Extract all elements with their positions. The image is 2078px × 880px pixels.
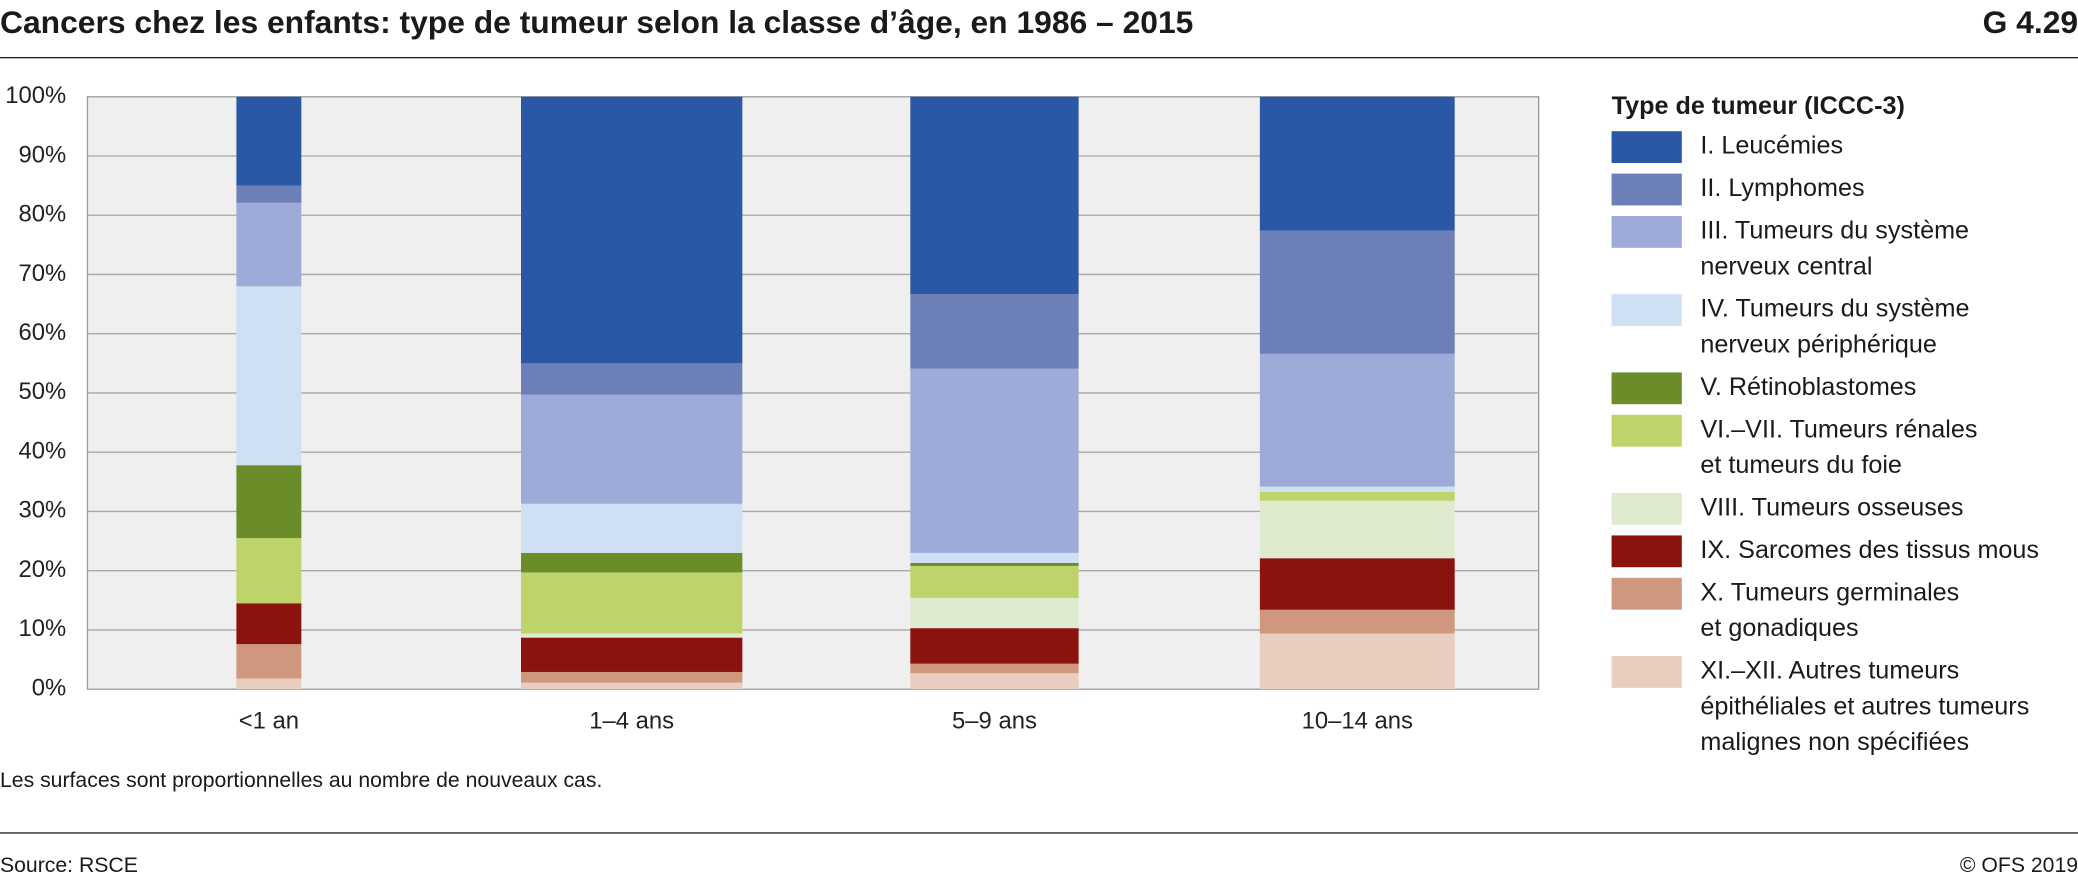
- bar-segment: [910, 565, 1079, 598]
- y-tick-label: 90%: [19, 141, 67, 168]
- bar-segment: [910, 552, 1079, 563]
- copyright: © OFS 2019: [1959, 854, 2078, 878]
- bar-segment: [236, 538, 302, 604]
- y-tick-label: 20%: [19, 556, 67, 583]
- bar-segment: [236, 96, 302, 186]
- bar-segment: [236, 644, 302, 679]
- bar-segment: [521, 637, 743, 672]
- note: Les surfaces sont proportionnelles au no…: [0, 769, 603, 793]
- legend-label: V. Rétinoblastomes: [1700, 373, 1917, 402]
- legend-swatch: [1611, 656, 1682, 688]
- bar-segment: [236, 603, 302, 645]
- legend-swatch: [1611, 414, 1682, 447]
- y-tick-label: 60%: [19, 319, 67, 346]
- legend-label: IV. Tumeurs du système nerveux périphéri…: [1700, 295, 1970, 360]
- y-tick-label: 30%: [19, 497, 67, 524]
- y-tick-label: 80%: [19, 201, 67, 228]
- legend-item: IX. Sarcomes des tissus mous: [1611, 534, 2078, 568]
- legend-swatch: [1611, 173, 1682, 206]
- bar-segment: [521, 394, 743, 504]
- y-tick-label: 100%: [5, 82, 66, 109]
- legend-label: II. Lymphomes: [1700, 174, 1865, 203]
- bar-segment: [236, 185, 302, 203]
- legend-label: VIII. Tumeurs osseuses: [1700, 494, 1964, 523]
- figure-id: G 4.29: [1982, 5, 2078, 42]
- y-tick-label: 0%: [32, 674, 66, 701]
- chart-title: Cancers chez les enfants: type de tumeur…: [0, 5, 1194, 42]
- legend: Type de tumeur (ICCC-3) I. Leucémies II. …: [1611, 92, 2078, 769]
- bar-segment: [521, 363, 743, 395]
- bar-segment: [521, 503, 743, 553]
- y-tick-label: 10%: [19, 615, 67, 642]
- legend-label: XI.–XII. Autres tumeurs épithéliales et …: [1700, 657, 2030, 757]
- x-tick-label: <1 an: [239, 708, 299, 735]
- legend-swatch: [1611, 535, 1682, 568]
- legend-label: IX. Sarcomes des tissus mous: [1700, 536, 2040, 565]
- bar-segment: [910, 597, 1079, 629]
- legend-swatch: [1611, 372, 1682, 405]
- bar-segment: [910, 628, 1079, 664]
- bar-segment: [910, 663, 1079, 674]
- legend-item: II. Lymphomes: [1611, 172, 2078, 206]
- bar-segment: [1259, 491, 1455, 501]
- legend-item: III. Tumeurs du système nerveux central: [1611, 215, 2078, 285]
- bar-segment: [521, 552, 743, 573]
- legend-swatch: [1611, 216, 1682, 248]
- bar-segment: [236, 465, 302, 539]
- legend-item: IV. Tumeurs du système nerveux périphéri…: [1611, 293, 2078, 363]
- legend-title: Type de tumeur (ICCC-3): [1611, 92, 1905, 121]
- bar-segment: [521, 96, 743, 364]
- bar-segment: [236, 286, 302, 466]
- bar-segment: [1259, 96, 1455, 231]
- legend-item: I. Leucémies: [1611, 130, 2078, 164]
- bar-segment: [1259, 609, 1455, 634]
- x-tick-label: 5–9 ans: [952, 708, 1037, 735]
- legend-item: VIII. Tumeurs osseuses: [1611, 492, 2078, 526]
- legend-label: VI.–VII. Tumeurs rénales et tumeurs du f…: [1700, 416, 1978, 480]
- legend-label: I. Leucémies: [1700, 132, 1844, 161]
- bar-segment: [521, 671, 743, 683]
- bar-segment: [1259, 486, 1455, 492]
- bar-segment: [1259, 558, 1455, 610]
- bar-segment: [910, 294, 1079, 369]
- bar-segment: [910, 368, 1079, 553]
- legend-label: X. Tumeurs germinales et gonadiques: [1700, 579, 1960, 643]
- legend-item: X. Tumeurs germinales et gonadiques: [1611, 577, 2078, 647]
- y-tick-label: 40%: [19, 437, 67, 464]
- x-tick-label: 10–14 ans: [1302, 708, 1413, 735]
- bar-segment: [910, 673, 1079, 690]
- legend-swatch: [1611, 493, 1682, 525]
- legend-item: V. Rétinoblastomes: [1611, 371, 2078, 405]
- bar-segment: [521, 572, 743, 634]
- legend-swatch: [1611, 131, 1682, 164]
- bar-segment: [910, 562, 1079, 566]
- legend-item: XI.–XII. Autres tumeurs épithéliales et …: [1611, 655, 2078, 761]
- bar-segment: [521, 682, 743, 690]
- bar-segment: [236, 202, 302, 287]
- legend-swatch: [1611, 294, 1682, 327]
- bar-segment: [521, 633, 743, 638]
- bar-segment: [1259, 230, 1455, 354]
- bar-segment: [1259, 500, 1455, 559]
- bar-segment: [1259, 353, 1455, 487]
- bar-segment: [1259, 633, 1455, 690]
- legend-label: III. Tumeurs du système nerveux central: [1700, 217, 1970, 281]
- y-tick-label: 50%: [19, 378, 67, 405]
- source: Source: RSCE: [0, 854, 138, 878]
- plot: 0% 10% 20% 30% 40% 50% 60% 70% 80% 90% 100% <1 an 1–…: [5, 82, 1540, 735]
- rule: [0, 832, 2078, 834]
- bar-segment: [910, 96, 1079, 295]
- bar-segment: [236, 678, 302, 690]
- x-tick-label: 1–4 ans: [589, 708, 674, 735]
- rule: [0, 56, 2078, 59]
- legend-item: VI.–VII. Tumeurs rénales et tumeurs du f…: [1611, 413, 2078, 483]
- y-tick-label: 70%: [19, 260, 67, 287]
- legend-swatch: [1611, 577, 1682, 610]
